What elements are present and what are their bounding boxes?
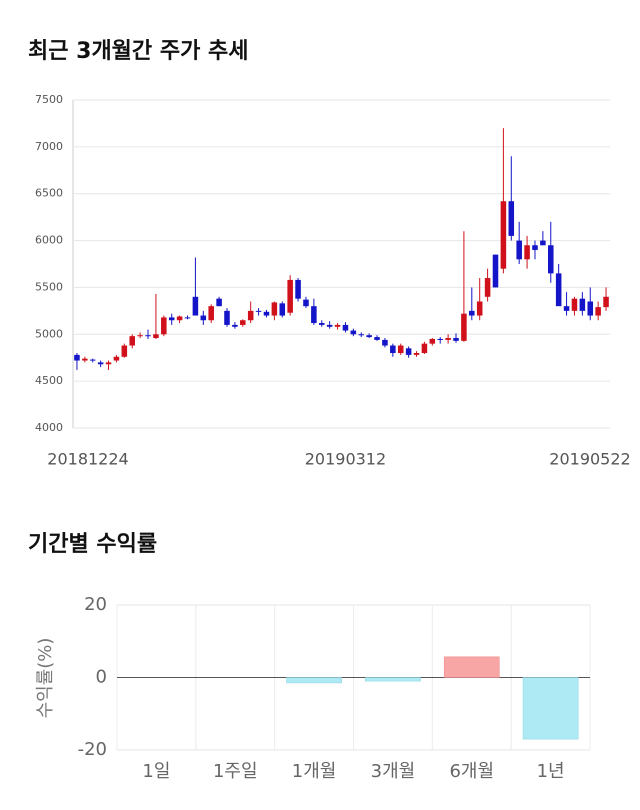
candle-body bbox=[105, 362, 112, 365]
x-tick-label: 1일 bbox=[142, 761, 170, 782]
y-tick-label: 20 bbox=[84, 594, 107, 615]
candle-body bbox=[153, 334, 159, 339]
candle-body bbox=[382, 339, 388, 346]
candle-body bbox=[145, 335, 151, 337]
candle-body bbox=[255, 310, 262, 312]
candle-body bbox=[350, 330, 357, 335]
candle-body bbox=[500, 201, 507, 269]
candle-body bbox=[390, 345, 396, 354]
candle-body bbox=[224, 310, 230, 325]
y-tick-label: 6000 bbox=[35, 234, 63, 247]
y-tick-label: 7000 bbox=[35, 140, 63, 153]
candle-body bbox=[555, 273, 562, 307]
candle-body bbox=[508, 201, 515, 236]
y-tick-label: 4500 bbox=[35, 374, 63, 387]
bar bbox=[365, 677, 421, 682]
candle-body bbox=[437, 338, 443, 340]
candle-body bbox=[579, 298, 586, 311]
candle-body bbox=[374, 337, 380, 340]
candle-body bbox=[461, 313, 467, 341]
candle-body bbox=[74, 354, 80, 361]
chart-title: 최근 3개월간 주가 추세 bbox=[28, 39, 248, 64]
candle-body bbox=[97, 362, 104, 365]
candle-body bbox=[184, 317, 191, 319]
candle-body bbox=[279, 303, 286, 316]
candle-body bbox=[405, 348, 412, 355]
y-tick-label: 5500 bbox=[35, 280, 63, 293]
x-tick-label: 20190522 bbox=[549, 450, 630, 469]
candle-body bbox=[548, 245, 554, 274]
x-tick-label: 20190312 bbox=[305, 450, 386, 469]
candle-body bbox=[492, 254, 499, 288]
candle-body bbox=[563, 306, 570, 311]
candle-body bbox=[318, 323, 325, 325]
candle-body bbox=[413, 353, 420, 355]
candle-body bbox=[192, 296, 199, 316]
x-tick-label: 1주일 bbox=[213, 761, 258, 782]
candle-body bbox=[358, 334, 365, 336]
x-tick-label: 1년 bbox=[537, 761, 565, 782]
candle-body bbox=[303, 299, 309, 307]
x-tick-label: 6개월 bbox=[449, 761, 494, 782]
y-tick-label: 7500 bbox=[35, 93, 63, 106]
candle-body bbox=[247, 310, 254, 321]
candle-body bbox=[200, 315, 207, 321]
y-tick-label: 0 bbox=[96, 667, 107, 688]
candle-body bbox=[516, 240, 522, 260]
candle-body bbox=[532, 245, 538, 250]
candle-body bbox=[113, 356, 120, 361]
candle-body bbox=[161, 317, 167, 335]
candle-body bbox=[129, 336, 135, 346]
bar bbox=[443, 656, 500, 678]
candle-body bbox=[311, 306, 317, 324]
candle-body bbox=[216, 298, 222, 307]
x-tick-label: 1개월 bbox=[292, 761, 337, 782]
candle-body bbox=[476, 301, 483, 316]
candle-body bbox=[208, 306, 214, 321]
candle-body bbox=[603, 296, 609, 308]
candle-body bbox=[484, 278, 491, 297]
candle-body bbox=[469, 310, 475, 316]
candle-body bbox=[453, 338, 459, 341]
candle-body bbox=[342, 324, 349, 331]
candle-body bbox=[366, 335, 372, 338]
bar bbox=[522, 677, 579, 740]
candle-body bbox=[137, 335, 143, 337]
candle-body bbox=[271, 302, 278, 316]
candle-body bbox=[397, 345, 404, 354]
candle-body bbox=[595, 307, 601, 316]
candle-body bbox=[540, 240, 546, 246]
candle-body bbox=[263, 311, 270, 316]
candle-body bbox=[524, 245, 530, 260]
candle-body bbox=[89, 359, 96, 361]
bar bbox=[286, 677, 342, 684]
y-axis-label: 수익률(%) bbox=[35, 638, 56, 719]
x-tick-label: 20181224 bbox=[47, 450, 128, 469]
candle-body bbox=[571, 298, 578, 311]
candle-body bbox=[168, 317, 175, 321]
candle-body bbox=[445, 338, 451, 340]
candle-body bbox=[421, 343, 428, 354]
candle-body bbox=[121, 345, 128, 357]
candle-body bbox=[82, 358, 88, 361]
candle-body bbox=[176, 316, 183, 321]
candle-body bbox=[326, 324, 333, 327]
candle-body bbox=[287, 279, 293, 313]
y-tick-label: 4000 bbox=[35, 421, 63, 434]
candle-body bbox=[429, 338, 436, 344]
y-tick-label: 5000 bbox=[35, 327, 63, 340]
candle-body bbox=[295, 279, 301, 299]
y-tick-label: 6500 bbox=[35, 187, 63, 200]
x-tick-label: 3개월 bbox=[371, 761, 416, 782]
candle-body bbox=[334, 324, 341, 327]
chart-title: 기간별 수익률 bbox=[28, 532, 157, 557]
candle-body bbox=[232, 324, 238, 327]
y-tick-label: -20 bbox=[78, 739, 107, 760]
candle-body bbox=[587, 301, 594, 316]
candle-body bbox=[240, 320, 246, 325]
